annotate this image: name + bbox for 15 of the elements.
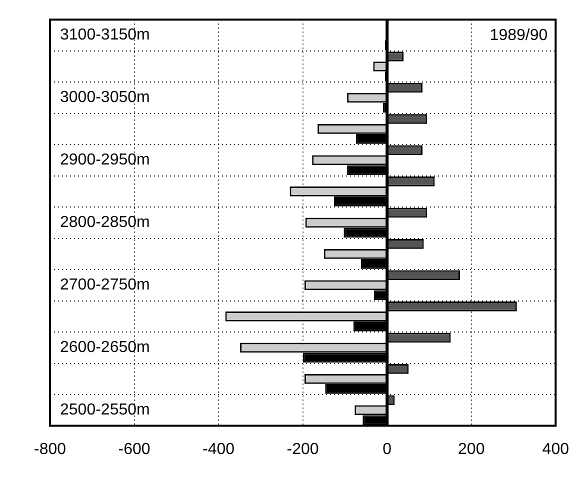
x-tick-label: 200 <box>458 440 485 458</box>
x-tick-label: 0 <box>382 440 392 458</box>
y-tick-label: 2900-2950m <box>60 152 150 169</box>
y-tick-label: 3000-3050m <box>60 89 150 106</box>
x-tick-label: -200 <box>286 440 319 458</box>
x-tick-label: -600 <box>118 440 150 458</box>
annotation: 1989/90 <box>490 27 548 44</box>
y-tick-label: 3100-3150m <box>60 26 150 44</box>
y-tick-label: 2700-2750m <box>60 276 150 294</box>
y-tick-label: 2800-2850m <box>60 214 150 232</box>
x-tick-label: -800 <box>34 440 66 458</box>
x-tick-label: 400 <box>542 440 570 458</box>
y-tick-label: 2600-2650m <box>60 339 150 356</box>
y-tick-label: 2500-2550m <box>60 402 150 419</box>
x-tick-label: -400 <box>202 440 235 458</box>
